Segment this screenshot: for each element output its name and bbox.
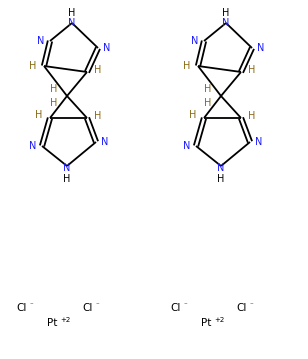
Text: N: N bbox=[257, 43, 265, 53]
Text: ⁻: ⁻ bbox=[96, 302, 100, 308]
Text: Pt: Pt bbox=[201, 318, 211, 328]
Text: N: N bbox=[255, 137, 263, 147]
Text: N: N bbox=[103, 43, 111, 53]
Text: H: H bbox=[248, 65, 256, 75]
Text: N: N bbox=[68, 18, 76, 28]
Text: N: N bbox=[63, 163, 71, 173]
Text: H: H bbox=[94, 111, 102, 121]
Text: H: H bbox=[189, 110, 197, 120]
Text: H: H bbox=[35, 110, 43, 120]
Text: H: H bbox=[217, 174, 225, 184]
Text: N: N bbox=[222, 18, 230, 28]
Text: H: H bbox=[248, 111, 256, 121]
Text: H: H bbox=[50, 84, 58, 94]
Text: H: H bbox=[68, 8, 76, 18]
Text: H: H bbox=[63, 174, 71, 184]
Text: H: H bbox=[29, 61, 37, 71]
Text: H: H bbox=[50, 98, 58, 108]
Text: Cl: Cl bbox=[171, 303, 181, 313]
Text: H: H bbox=[204, 84, 212, 94]
Text: N: N bbox=[183, 141, 191, 151]
Text: N: N bbox=[37, 36, 45, 46]
Text: Cl: Cl bbox=[237, 303, 247, 313]
Text: Cl: Cl bbox=[83, 303, 93, 313]
Text: Pt: Pt bbox=[47, 318, 57, 328]
Text: N: N bbox=[191, 36, 199, 46]
Text: N: N bbox=[29, 141, 37, 151]
Text: H: H bbox=[222, 8, 230, 18]
Text: ⁻: ⁻ bbox=[30, 302, 34, 308]
Text: ⁻: ⁻ bbox=[250, 302, 254, 308]
Text: H: H bbox=[183, 61, 191, 71]
Text: +2: +2 bbox=[60, 317, 70, 323]
Text: +2: +2 bbox=[214, 317, 224, 323]
Text: N: N bbox=[101, 137, 109, 147]
Text: ⁻: ⁻ bbox=[184, 302, 188, 308]
Text: N: N bbox=[217, 163, 225, 173]
Text: Cl: Cl bbox=[17, 303, 27, 313]
Text: H: H bbox=[204, 98, 212, 108]
Text: H: H bbox=[94, 65, 102, 75]
